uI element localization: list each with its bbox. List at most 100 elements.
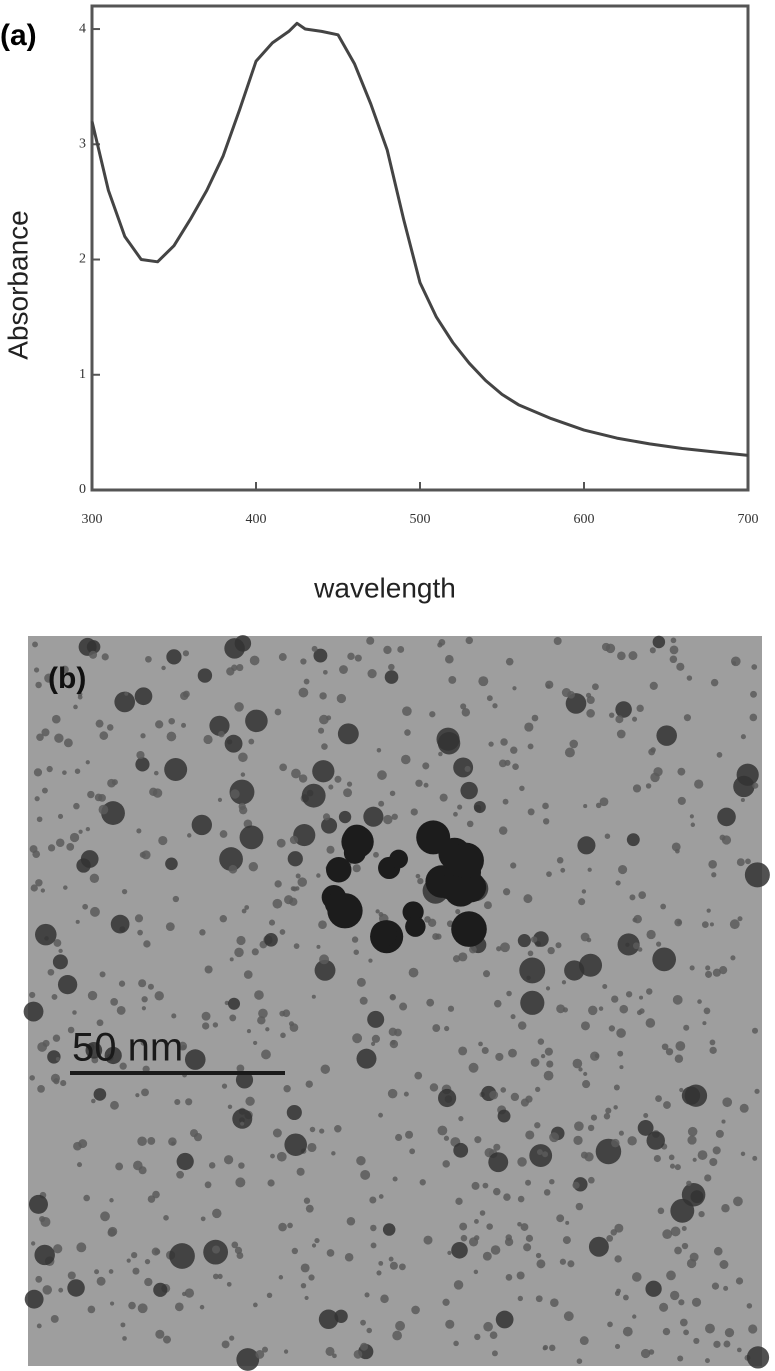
particle — [267, 1179, 275, 1187]
particle — [683, 714, 691, 722]
particle — [314, 1237, 320, 1244]
particle — [326, 857, 352, 883]
particle — [238, 1162, 245, 1169]
particle — [542, 802, 549, 810]
particle — [182, 650, 190, 657]
particle — [583, 1071, 588, 1077]
particle — [444, 1025, 450, 1032]
particle — [36, 733, 44, 742]
particle — [371, 1041, 376, 1046]
particle — [404, 729, 411, 736]
line — [90, 21, 749, 457]
particle — [352, 1033, 363, 1044]
particle — [223, 1155, 234, 1165]
particle — [149, 787, 158, 796]
particle — [94, 793, 103, 802]
particle — [408, 967, 419, 978]
particle — [632, 784, 642, 793]
particle — [384, 670, 399, 684]
particle — [659, 1302, 669, 1312]
particle — [460, 781, 478, 800]
particle — [187, 833, 192, 838]
particle — [698, 1210, 705, 1218]
particle — [615, 715, 624, 724]
particle — [649, 681, 658, 690]
particle — [234, 702, 244, 712]
particle — [736, 763, 759, 786]
particle — [460, 703, 467, 710]
particle — [318, 727, 325, 734]
particle — [246, 1029, 252, 1034]
particle — [409, 1148, 416, 1155]
particle — [730, 656, 741, 667]
particle — [745, 858, 751, 865]
particle — [391, 813, 398, 820]
particle — [542, 818, 550, 825]
particle — [459, 1222, 468, 1231]
particle — [172, 895, 180, 903]
particle — [360, 1319, 366, 1326]
particle — [47, 844, 56, 852]
particle — [748, 1324, 758, 1334]
particle — [356, 1155, 366, 1166]
particle — [122, 1336, 127, 1341]
particle — [376, 1270, 382, 1276]
particle — [39, 1215, 46, 1223]
particle — [89, 650, 98, 659]
particle — [51, 714, 61, 724]
particle — [367, 668, 377, 679]
particle — [76, 1242, 87, 1253]
particle — [656, 941, 662, 947]
particle — [436, 874, 462, 900]
particle — [618, 864, 628, 875]
particle — [481, 1046, 489, 1055]
particle — [367, 1010, 385, 1028]
particle — [510, 1014, 516, 1020]
particle — [342, 824, 371, 853]
particle — [614, 1343, 621, 1350]
particle — [711, 872, 717, 878]
particle — [119, 1062, 127, 1070]
particle — [93, 1088, 107, 1101]
particle — [445, 654, 454, 664]
particle — [251, 948, 259, 956]
particle — [303, 1197, 311, 1204]
particle — [562, 1007, 568, 1013]
particle — [280, 1032, 286, 1039]
particle — [645, 783, 652, 789]
particle — [492, 703, 498, 709]
particle — [576, 1358, 583, 1365]
particle — [326, 715, 332, 721]
particle — [240, 1121, 245, 1126]
particle — [60, 665, 69, 674]
particle — [373, 851, 379, 858]
particle — [681, 1226, 687, 1231]
particle — [55, 838, 65, 848]
particle — [229, 1014, 237, 1022]
particle — [279, 929, 286, 935]
particle — [67, 1271, 76, 1280]
particle — [99, 971, 106, 978]
particle — [478, 1041, 483, 1047]
particle — [586, 937, 592, 943]
y-tick-label: 0 — [79, 482, 86, 497]
particle — [564, 960, 585, 981]
particle — [701, 921, 709, 928]
particle — [619, 1004, 629, 1014]
particle — [669, 1163, 676, 1169]
particle — [556, 856, 564, 864]
particle — [583, 804, 588, 809]
particle — [311, 994, 316, 999]
particle — [255, 1350, 265, 1359]
particle — [691, 1297, 702, 1307]
particle — [662, 1327, 671, 1336]
particle — [238, 752, 248, 763]
micrograph — [28, 636, 762, 1366]
particle — [429, 711, 436, 718]
particle — [697, 1150, 708, 1160]
particle — [670, 1226, 681, 1237]
particle — [586, 709, 595, 718]
particle — [388, 663, 395, 671]
particle — [692, 1157, 697, 1162]
scale-bar-label: 50 nm — [72, 1026, 183, 1070]
